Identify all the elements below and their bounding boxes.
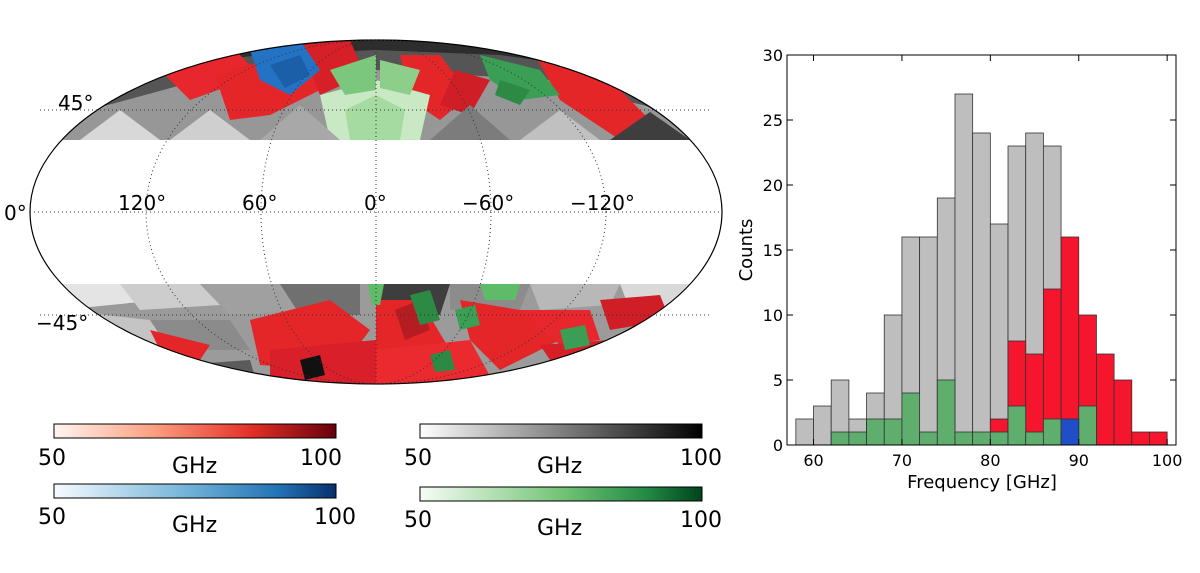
colorbar-green-max: 100	[680, 508, 722, 533]
bar-red-98	[1149, 431, 1168, 446]
colorbar-blue-unit: GHz	[172, 513, 217, 538]
bar-red-88	[1060, 236, 1080, 446]
histogram-ylabel: Counts	[736, 219, 757, 282]
xtick-label-90: 90	[1069, 451, 1089, 470]
ytick-label-5: 5	[773, 371, 783, 390]
sky-map: 45° 0° −45° 120° 60° 0° −60° −120°	[4, 39, 723, 385]
colorbar-gray-max: 100	[680, 446, 722, 471]
xtick-label-100: 100	[1152, 451, 1183, 470]
ytick-label-20: 20	[763, 176, 783, 195]
colorbar-blue-min: 50	[38, 505, 66, 530]
bar-gray-60	[813, 405, 832, 446]
ytick-label-15: 15	[763, 241, 783, 260]
bar-red-84	[1025, 353, 1044, 446]
colorbar-gray-unit: GHz	[537, 454, 582, 479]
colorbar-green-min: 50	[404, 508, 432, 533]
colorbar-red-max: 100	[300, 446, 342, 471]
bar-green-62	[830, 431, 850, 446]
bar-gray-58	[795, 418, 814, 446]
bar-red-92	[1096, 353, 1115, 446]
bar-green-86	[1042, 418, 1062, 446]
colorbar-green-unit: GHz	[537, 516, 582, 541]
colorbar-blue: 50 GHz 100	[38, 483, 356, 538]
lat-label-minus45: −45°	[36, 311, 88, 335]
ytick-label-30: 30	[763, 46, 783, 65]
colorbar-green: 50 GHz 100	[404, 486, 722, 541]
bar-green-90	[1078, 405, 1097, 446]
colorbar-red-min: 50	[38, 446, 66, 471]
bar-gray-76	[954, 93, 974, 446]
bar-green-80	[989, 431, 1009, 446]
xtick-label-70: 70	[892, 451, 912, 470]
bar-blue-88	[1060, 418, 1080, 446]
ytick-label-25: 25	[763, 111, 783, 130]
lon-label-minus60: −60°	[462, 191, 514, 215]
bar-green-82	[1007, 405, 1027, 446]
xtick-label-60: 60	[803, 451, 823, 470]
lat-label-45: 45°	[58, 91, 93, 115]
bar-gray-78	[972, 132, 991, 446]
bar-gray-80	[989, 223, 1009, 446]
lon-label-120: 120°	[118, 191, 166, 215]
colorbar-red-unit: GHz	[172, 454, 217, 479]
bar-red-94	[1113, 379, 1133, 446]
colorbar-gray-min: 50	[404, 446, 432, 471]
bar-red-96	[1131, 431, 1150, 446]
bar-green-70	[901, 392, 921, 446]
lon-label-minus120: −120°	[570, 191, 635, 215]
bar-green-64	[848, 431, 867, 446]
lat-label-0: 0°	[4, 201, 27, 225]
bar-green-76	[954, 431, 974, 446]
ytick-label-10: 10	[763, 306, 783, 325]
colorbar-gray: 50 GHz 100	[404, 423, 722, 479]
lon-label-60: 60°	[242, 191, 277, 215]
histogram-xlabel: Frequency [GHz]	[907, 472, 1057, 493]
colorbar-red: 50 GHz 100	[38, 423, 342, 479]
histogram-ticks: 60 70 80 90 100 0 5 10 15 20 25 30	[763, 46, 1183, 470]
sky-map-pixels	[30, 40, 722, 140]
bar-green-72	[919, 431, 938, 446]
bar-green-66	[866, 418, 885, 446]
ytick-label-0: 0	[773, 436, 783, 455]
graticule	[30, 39, 722, 385]
sky-map-south-pixels	[30, 284, 722, 384]
colorbar-blue-max: 100	[314, 505, 356, 530]
histogram-bars	[795, 93, 1168, 446]
bar-green-68	[883, 418, 903, 446]
lon-label-0: 0°	[364, 191, 387, 215]
bar-green-84	[1025, 431, 1044, 446]
xtick-label-80: 80	[980, 451, 1000, 470]
bar-gray-72	[919, 236, 938, 446]
bar-green-78	[972, 431, 991, 446]
bar-green-74	[936, 379, 956, 446]
